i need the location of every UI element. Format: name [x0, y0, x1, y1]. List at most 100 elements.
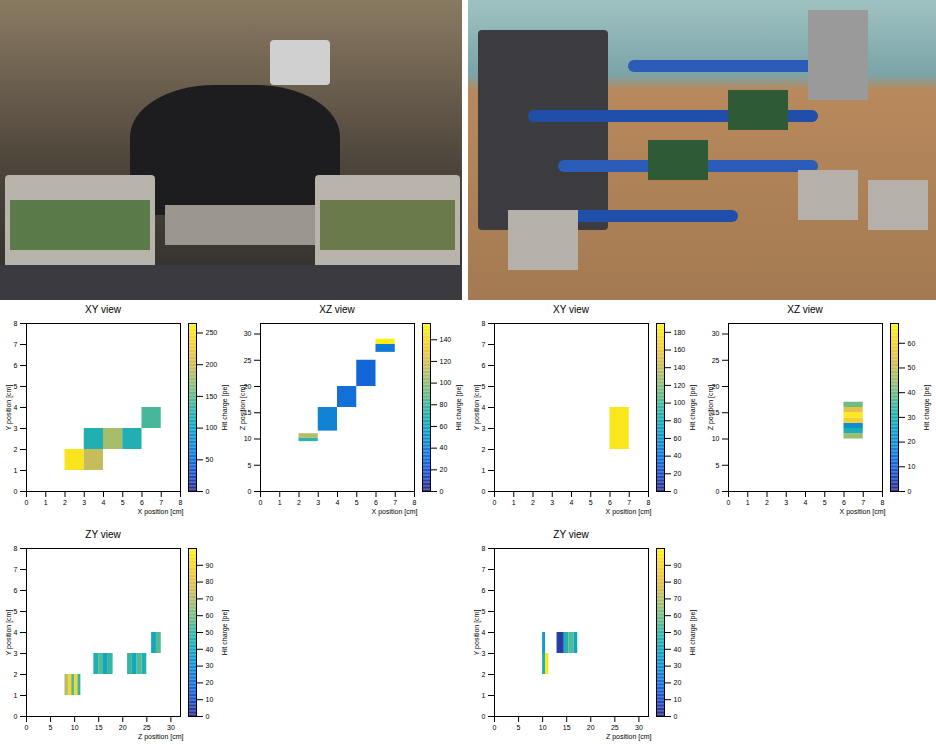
svg-text:Y position [cm]: Y position [cm]: [473, 610, 481, 656]
svg-text:X position [cm]: X position [cm]: [606, 508, 652, 516]
svg-text:15: 15: [95, 724, 103, 731]
svg-text:2: 2: [63, 499, 67, 506]
svg-text:5: 5: [589, 499, 593, 506]
svg-text:70: 70: [674, 595, 682, 602]
svg-text:60: 60: [674, 612, 682, 619]
svg-text:30: 30: [908, 414, 916, 421]
svg-text:3: 3: [550, 499, 554, 506]
svg-text:0: 0: [493, 499, 497, 506]
svg-text:Z position [cm]: Z position [cm]: [606, 733, 652, 741]
svg-text:30: 30: [635, 724, 643, 731]
svg-text:0: 0: [908, 488, 912, 495]
svg-text:7: 7: [861, 499, 865, 506]
svg-text:5: 5: [482, 383, 486, 390]
svg-text:X position [cm]: X position [cm]: [372, 508, 418, 516]
svg-text:X position [cm]: X position [cm]: [138, 508, 184, 516]
svg-text:70: 70: [206, 595, 214, 602]
svg-text:0: 0: [716, 488, 720, 495]
svg-text:50: 50: [908, 364, 916, 371]
svg-text:80: 80: [674, 578, 682, 585]
svg-text:20: 20: [674, 470, 682, 477]
svg-text:2: 2: [482, 446, 486, 453]
svg-text:3: 3: [482, 650, 486, 657]
svg-text:0: 0: [259, 499, 263, 506]
svg-text:1: 1: [482, 692, 486, 699]
svg-text:60: 60: [206, 612, 214, 619]
svg-text:Z position [cm]: Z position [cm]: [239, 385, 247, 431]
svg-text:3: 3: [82, 499, 86, 506]
svg-text:25: 25: [712, 356, 720, 363]
svg-text:6: 6: [842, 499, 846, 506]
svg-text:5: 5: [49, 724, 53, 731]
svg-text:1: 1: [44, 499, 48, 506]
svg-text:4: 4: [482, 404, 486, 411]
svg-text:7: 7: [482, 341, 486, 348]
svg-text:6: 6: [14, 587, 18, 594]
svg-text:180: 180: [674, 329, 686, 336]
svg-text:20: 20: [587, 724, 595, 731]
svg-text:6: 6: [482, 587, 486, 594]
svg-text:5: 5: [248, 461, 252, 468]
svg-text:50: 50: [674, 629, 682, 636]
svg-text:10: 10: [908, 463, 916, 470]
svg-text:4: 4: [14, 404, 18, 411]
svg-text:4: 4: [482, 629, 486, 636]
svg-text:Y position [cm]: Y position [cm]: [5, 385, 13, 431]
svg-text:3: 3: [316, 499, 320, 506]
svg-text:30: 30: [674, 662, 682, 669]
svg-text:6: 6: [482, 362, 486, 369]
svg-text:20: 20: [206, 679, 214, 686]
svg-text:0: 0: [440, 488, 444, 495]
svg-text:10: 10: [674, 696, 682, 703]
svg-text:40: 40: [206, 646, 214, 653]
svg-text:7: 7: [14, 566, 18, 573]
svg-text:8: 8: [647, 499, 651, 506]
svg-text:10: 10: [712, 435, 720, 442]
svg-text:10: 10: [539, 724, 547, 731]
svg-text:8: 8: [482, 320, 486, 327]
svg-text:10: 10: [206, 696, 214, 703]
svg-text:Hit charge [pe]: Hit charge [pe]: [455, 385, 463, 431]
svg-text:0: 0: [248, 488, 252, 495]
svg-text:80: 80: [674, 417, 682, 424]
svg-text:0: 0: [14, 713, 18, 720]
svg-text:Hit charge [pe]: Hit charge [pe]: [923, 385, 931, 431]
svg-text:3: 3: [784, 499, 788, 506]
svg-text:90: 90: [206, 562, 214, 569]
svg-text:2: 2: [531, 499, 535, 506]
svg-text:60: 60: [440, 423, 448, 430]
svg-text:10: 10: [244, 435, 252, 442]
svg-text:140: 140: [440, 336, 452, 343]
svg-text:6: 6: [608, 499, 612, 506]
svg-text:30: 30: [712, 330, 720, 337]
svg-text:40: 40: [674, 646, 682, 653]
svg-text:2: 2: [14, 671, 18, 678]
svg-text:8: 8: [179, 499, 183, 506]
svg-text:20: 20: [908, 438, 916, 445]
svg-text:7: 7: [393, 499, 397, 506]
svg-text:7: 7: [482, 566, 486, 573]
svg-text:8: 8: [881, 499, 885, 506]
svg-text:7: 7: [159, 499, 163, 506]
svg-text:0: 0: [25, 499, 29, 506]
svg-text:3: 3: [14, 650, 18, 657]
svg-text:30: 30: [167, 724, 175, 731]
svg-text:100: 100: [440, 379, 452, 386]
svg-text:0: 0: [674, 713, 678, 720]
svg-text:200: 200: [206, 361, 218, 368]
svg-text:140: 140: [674, 364, 686, 371]
svg-text:150: 150: [206, 393, 218, 400]
svg-text:0: 0: [14, 488, 18, 495]
svg-text:8: 8: [482, 545, 486, 552]
svg-text:15: 15: [563, 724, 571, 731]
svg-text:5: 5: [121, 499, 125, 506]
svg-text:0: 0: [727, 499, 731, 506]
svg-text:5: 5: [355, 499, 359, 506]
svg-text:160: 160: [674, 346, 686, 353]
svg-text:30: 30: [244, 330, 252, 337]
svg-text:Y position [cm]: Y position [cm]: [5, 610, 13, 656]
svg-text:8: 8: [14, 545, 18, 552]
svg-text:8: 8: [413, 499, 417, 506]
svg-text:1: 1: [278, 499, 282, 506]
svg-text:2: 2: [482, 671, 486, 678]
